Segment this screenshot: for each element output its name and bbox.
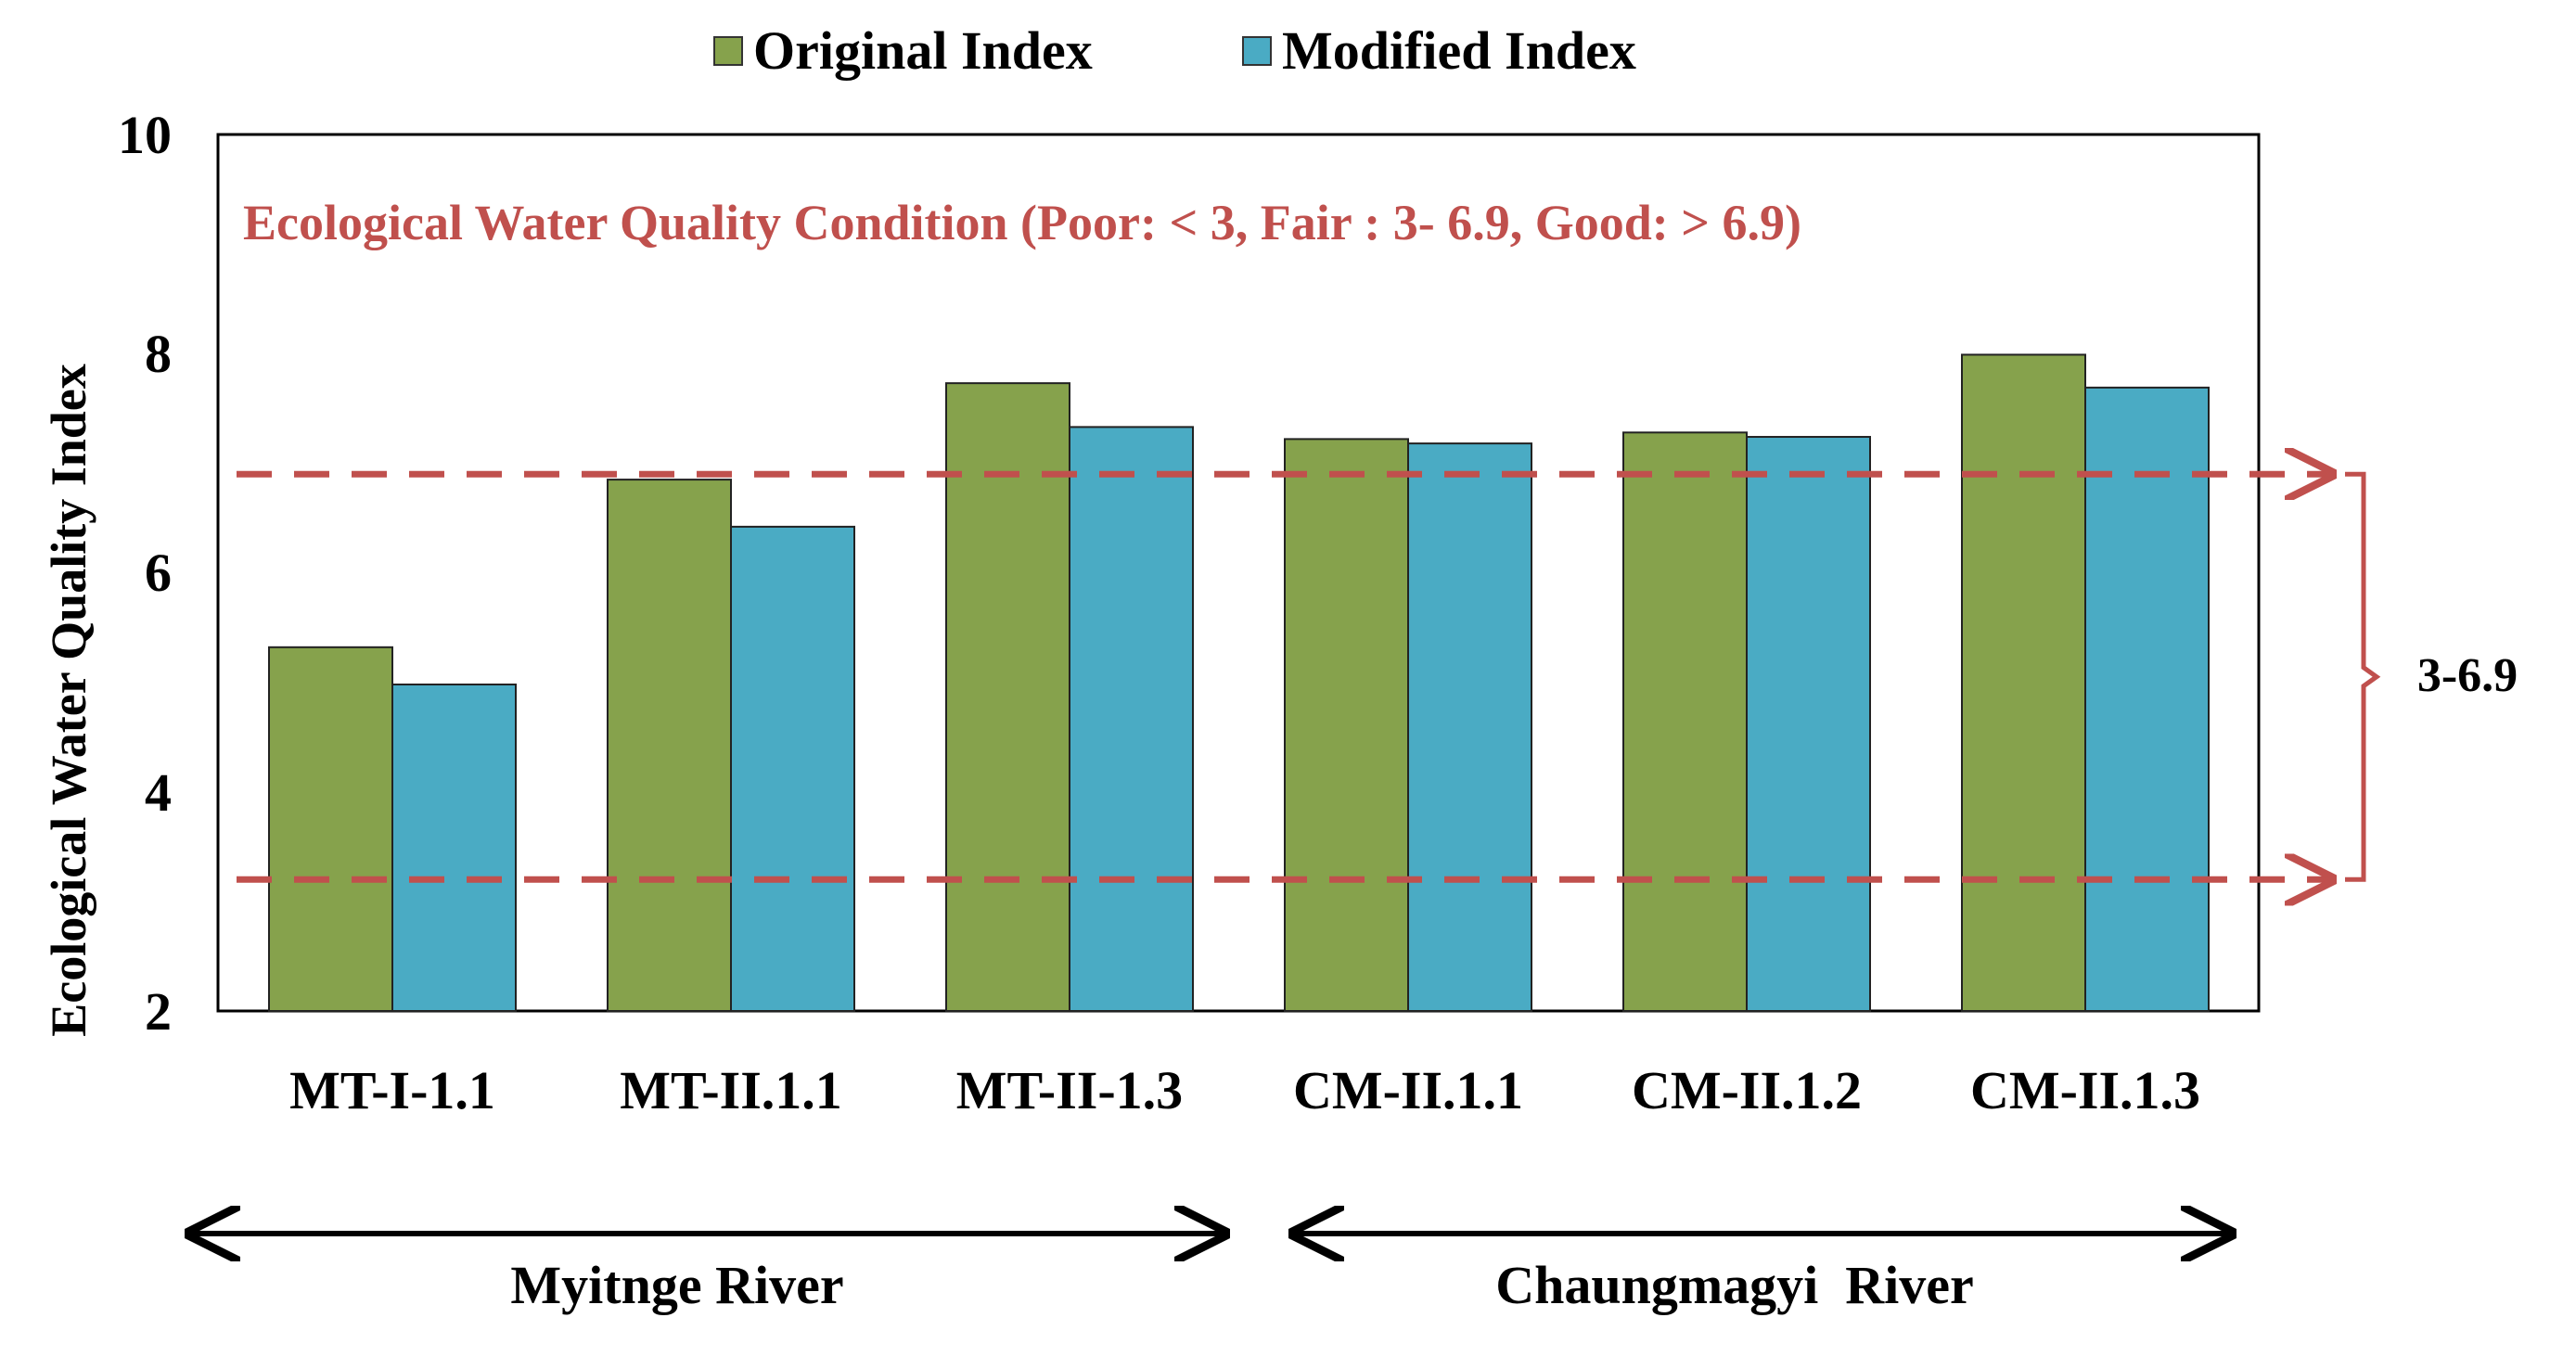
y-tick-label: 4 xyxy=(145,762,172,823)
bar-original xyxy=(1284,438,1409,1012)
bar-modified xyxy=(1407,442,1532,1012)
bar-original xyxy=(607,479,732,1012)
myitnge-river-label: Myitnge River xyxy=(510,1255,843,1315)
x-tick-label: CM-II.1.1 xyxy=(1293,1060,1523,1120)
x-tick-label: MT-II.1.1 xyxy=(620,1060,842,1120)
y-tick-label: 6 xyxy=(145,543,172,603)
bar-modified xyxy=(1746,436,1871,1012)
y-tick-label: 10 xyxy=(118,105,172,165)
legend: Original Index Modified Index xyxy=(713,20,1636,81)
bar-original xyxy=(1961,353,2086,1012)
y-tick-label: 8 xyxy=(145,324,172,384)
chaungmagyi-river-label: Chaungmagyi River xyxy=(1495,1255,1974,1315)
bar-original xyxy=(1622,431,1748,1012)
bar-modified xyxy=(2084,386,2210,1012)
bar-original xyxy=(268,646,393,1012)
y-axis: 2 4 6 8 10 xyxy=(118,105,172,1042)
legend-swatch-original xyxy=(713,36,743,66)
x-tick-label: MT-II-1.3 xyxy=(956,1060,1183,1120)
condition-annotation: Ecological Water Quality Condition (Poor… xyxy=(243,195,1801,250)
x-axis: MT-I-1.1 MT-II.1.1 MT-II-1.3 CM-II.1.1 C… xyxy=(289,1060,2200,1120)
legend-label-modified: Modified Index xyxy=(1282,20,1636,81)
bars xyxy=(268,353,2210,1012)
bar-modified xyxy=(391,683,517,1012)
legend-label-original: Original Index xyxy=(753,20,1093,81)
range-bracket-label: 3-6.9 xyxy=(2417,649,2518,702)
x-tick-label: CM-II.1.3 xyxy=(1970,1060,2200,1120)
legend-swatch-modified xyxy=(1242,36,1272,66)
bar-original xyxy=(945,382,1070,1012)
x-tick-label: MT-I-1.1 xyxy=(289,1060,495,1120)
bar-modified xyxy=(730,525,855,1012)
bar-modified xyxy=(1069,426,1194,1012)
range-bracket xyxy=(2345,471,2381,882)
y-tick-label: 2 xyxy=(145,981,172,1042)
x-tick-label: CM-II.1.2 xyxy=(1632,1060,1862,1120)
plot-area xyxy=(216,133,2261,1013)
y-axis-label: Ecological Water Quality Index xyxy=(41,364,96,1037)
